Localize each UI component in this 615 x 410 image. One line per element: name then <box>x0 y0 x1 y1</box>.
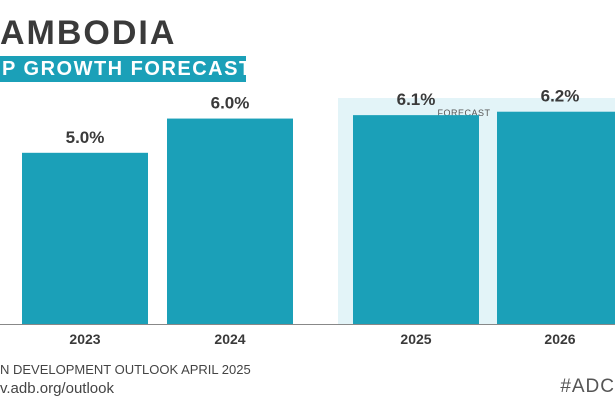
forecast-label: FORECAST <box>437 108 490 118</box>
data-label-2024: 6.0% <box>211 94 250 113</box>
bar-2025 <box>353 115 479 324</box>
source-url: v.adb.org/outlook <box>0 380 114 397</box>
bar-2023 <box>22 152 148 324</box>
x-tick-label-2025: 2025 <box>400 331 431 347</box>
hashtag: #ADC <box>560 376 615 397</box>
source-label: N DEVELOPMENT OUTLOOK APRIL 2025 <box>0 362 251 377</box>
x-tick-label-2023: 2023 <box>69 331 100 347</box>
x-tick-label-2026: 2026 <box>544 331 575 347</box>
x-tick-label-2024: 2024 <box>214 331 245 347</box>
bar-2024 <box>167 118 293 324</box>
data-label-2025: 6.1% <box>397 90 436 109</box>
data-label-2026: 6.2% <box>541 87 580 106</box>
data-label-2023: 5.0% <box>66 128 105 147</box>
chart-title: AMBODIA <box>0 14 177 52</box>
bar-2026 <box>497 111 615 324</box>
chart-subtitle: P GROWTH FORECAST <box>0 56 246 82</box>
